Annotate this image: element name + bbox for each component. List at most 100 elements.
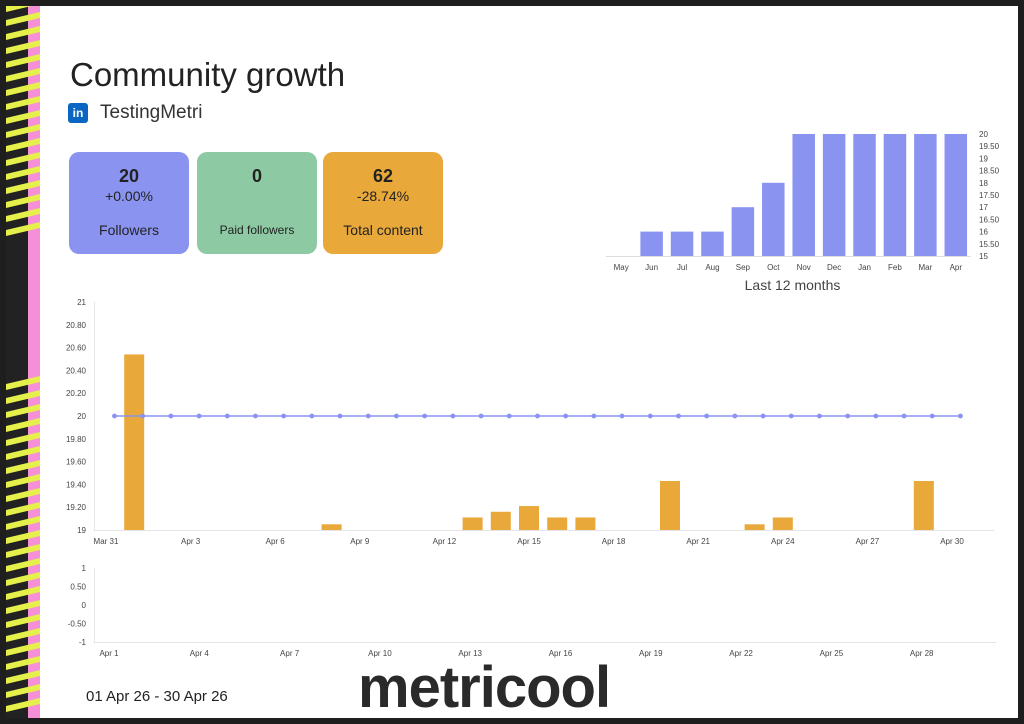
line-point [281, 413, 287, 419]
paid-followers-label: Paid followers [219, 223, 295, 237]
line-point [337, 413, 343, 419]
x-tick-label: Apr 16 [549, 649, 573, 658]
account-info: in TestingMetri [68, 102, 202, 124]
x-tick-label: Apr 28 [910, 649, 934, 658]
bar [744, 524, 765, 530]
account-name: TestingMetri [100, 102, 203, 123]
deco-stripe [6, 40, 40, 54]
date-range: 01 Apr 26 - 30 Apr 26 [86, 688, 228, 705]
deco-stripe [6, 432, 40, 446]
deco-stripe [6, 586, 40, 600]
x-tick-label: Apr 27 [856, 537, 880, 546]
y-tick-label: 16 [979, 228, 988, 237]
x-tick-label: Apr 4 [190, 649, 210, 658]
deco-stripe [6, 404, 40, 418]
deco-stripe [6, 698, 40, 712]
x-tick-label: Jun [645, 263, 658, 272]
x-tick-label: Apr 18 [602, 537, 626, 546]
deco-stripe [6, 544, 40, 558]
x-tick-label: Apr 3 [181, 537, 201, 546]
deco-stripe [6, 488, 40, 502]
y-tick-label: 15.50 [979, 240, 1000, 249]
y-tick-label: -0.50 [68, 620, 87, 629]
brand-logo: metricool [358, 655, 611, 718]
line-point [591, 413, 597, 419]
line-point [958, 413, 963, 419]
x-tick-label: Jan [858, 263, 871, 272]
line-point [168, 413, 174, 419]
y-tick-label: 20.60 [66, 344, 87, 353]
deco-stripe [6, 12, 40, 26]
x-tick-label: Aug [705, 263, 719, 272]
deco-stripe [6, 558, 40, 572]
y-tick-label: 19.20 [66, 503, 87, 512]
y-tick-label: 1 [82, 564, 87, 573]
deco-stripe [6, 166, 40, 180]
daily-paid-followers-chart: -1 -0.50 0 0.50 1 Apr 1 Apr 4 Apr 7 Apr 10 Apr 13… [68, 564, 996, 658]
bar [822, 134, 846, 256]
x-tick-label: Apr 9 [350, 537, 370, 546]
x-tick-label: Nov [797, 263, 811, 272]
deco-stripe [6, 96, 40, 110]
line-point [196, 413, 202, 419]
bar [792, 134, 815, 256]
x-tick-label: Feb [888, 263, 902, 272]
deco-stripe [6, 600, 40, 614]
line-point [845, 413, 851, 419]
deco-stripe [6, 54, 40, 68]
y-tick-label: 17.50 [979, 191, 1000, 200]
line-point [478, 413, 484, 419]
y-tick-label: 21 [77, 298, 86, 307]
daily-followers-chart: 19 19.20 19.40 19.60 19.80 20 20.20 20.40 20.60 2… [66, 298, 994, 546]
x-tick-label: Apr 7 [280, 649, 300, 658]
line-point [901, 413, 907, 419]
total-content-card: 62 -28.74% Total content [323, 152, 443, 254]
y-tick-label: 19 [77, 526, 86, 535]
deco-stripe [6, 124, 40, 138]
x-tick-label: Apr 25 [820, 649, 844, 658]
y-tick-label: 18 [979, 179, 988, 188]
y-tick-label: 17 [979, 203, 988, 212]
y-tick-label: 20 [77, 412, 86, 421]
line-point [140, 413, 146, 419]
linkedin-icon: in [68, 103, 88, 123]
line-point [563, 413, 569, 419]
bar [321, 524, 342, 530]
y-tick-label: 0 [82, 601, 87, 610]
deco-stripe [6, 516, 40, 530]
x-tick-label: Apr 19 [639, 649, 663, 658]
line-point [450, 413, 456, 419]
deco-stripe [6, 628, 40, 642]
chart-title: Last 12 months [745, 277, 841, 293]
y-tick-label: -1 [79, 638, 87, 647]
deco-stripe [6, 376, 40, 390]
line-point [647, 413, 653, 419]
line-point [506, 413, 512, 419]
deco-stripe [6, 418, 40, 432]
y-tick-label: 19.50 [979, 142, 1000, 151]
bar [490, 511, 511, 530]
bar [660, 480, 680, 530]
deco-stripe [6, 390, 40, 404]
deco-stripe [6, 68, 40, 82]
y-tick-label: 18.50 [979, 167, 1000, 176]
x-tick-label: Mar [918, 263, 932, 272]
line-point [788, 413, 794, 419]
x-tick-label: Jul [677, 263, 687, 272]
bar [701, 231, 724, 256]
y-tick-label: 20.40 [66, 366, 87, 375]
y-tick-label: 20.20 [66, 389, 87, 398]
deco-stripe [6, 208, 40, 222]
followers-card: 20 +0.00% Followers [69, 152, 189, 254]
bar [547, 517, 568, 530]
bar [519, 506, 539, 530]
deco-stripe [6, 138, 40, 152]
bar [944, 134, 968, 256]
line-point [253, 413, 258, 419]
y-tick-label: 16.50 [979, 215, 1000, 224]
line-point [422, 413, 428, 419]
x-tick-label: Apr 24 [771, 537, 795, 546]
total-content-label: Total content [343, 222, 423, 238]
paid-followers-card: 0 Paid followers [197, 152, 317, 254]
bar [575, 517, 596, 530]
